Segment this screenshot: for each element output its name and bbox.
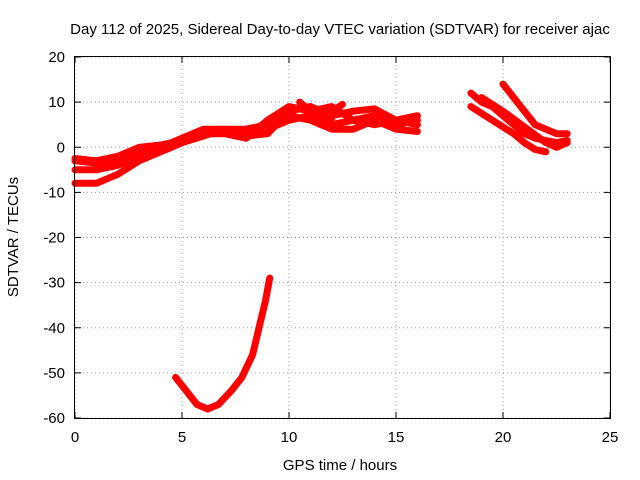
y-tick-label: 10 — [48, 94, 65, 111]
x-tick-label: 0 — [71, 429, 79, 446]
series-line-track-k — [478, 94, 571, 151]
tick-marks — [74, 56, 611, 419]
x-tick-label: 10 — [281, 429, 298, 446]
y-tick-label: 20 — [48, 49, 65, 66]
plot-frame — [74, 56, 611, 419]
x-tick-label: 15 — [388, 429, 405, 446]
data-series — [71, 80, 571, 413]
series-line-track-f — [306, 100, 346, 120]
series-line-track-g — [172, 274, 274, 413]
y-tick-label: -60 — [43, 410, 65, 427]
y-tick-label: -30 — [43, 275, 65, 292]
x-tick-label: 25 — [602, 429, 619, 446]
series-line-track-e — [296, 98, 336, 124]
series-line-track-d — [71, 103, 421, 165]
x-tick-label: 20 — [495, 429, 512, 446]
series-line-track-c — [71, 112, 421, 187]
y-tick-label: -40 — [43, 320, 65, 337]
x-tick-labels: 0 5 10 15 20 25 — [71, 429, 619, 446]
chart-title: Day 112 of 2025, Sidereal Day-to-day VTE… — [70, 21, 610, 38]
y-tick-label: -50 — [43, 365, 65, 382]
series-line-track-j — [499, 80, 571, 138]
y-tick-label: -10 — [43, 184, 65, 201]
series-line-track-i — [467, 103, 550, 156]
x-tick-label: 5 — [178, 429, 186, 446]
x-axis-title: GPS time / hours — [283, 457, 397, 474]
y-axis-title: SDTVAR / TECUs — [5, 177, 22, 297]
y-tick-label: -20 — [43, 230, 65, 247]
y-tick-label: 0 — [57, 139, 65, 156]
y-tick-labels: 20 10 0 -10 -20 -30 -40 -50 -60 — [43, 49, 65, 427]
